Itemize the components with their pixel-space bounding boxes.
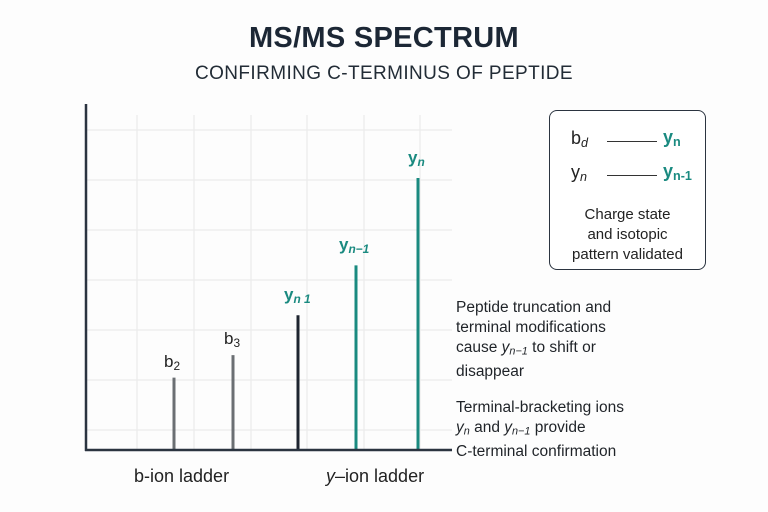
legend-row-1: bd yn xyxy=(550,127,705,154)
peak-label: yn 1 xyxy=(284,285,311,307)
legend-box: bd yn yn yn-1 Charge state and isotopic … xyxy=(549,110,706,270)
x-label-y-ion-ladder: y–ion ladder xyxy=(326,466,424,487)
chart-title: MS/MS SPECTRUM xyxy=(248,22,520,54)
legend-connector-line xyxy=(607,175,657,176)
peak-label: b3 xyxy=(224,329,241,351)
peak-label: b2 xyxy=(164,351,181,373)
peak-label: yn xyxy=(408,148,425,169)
annotation-truncation: Peptide truncation and terminal modifica… xyxy=(456,299,612,380)
y-ladder-prefix: y xyxy=(326,466,335,486)
legend-row-1-right: yn xyxy=(663,127,681,150)
legend-row-2: yn yn-1 xyxy=(550,161,705,188)
grid xyxy=(86,115,452,450)
legend-row-2-left: yn xyxy=(571,162,588,185)
x-label-b-ion-ladder: b-ion ladder xyxy=(134,466,230,486)
peak-label: yn−1 xyxy=(339,235,370,257)
legend-connector-line xyxy=(607,141,657,142)
legend-row-1-left: bd xyxy=(571,128,589,151)
legend-note: Charge state and isotopic pattern valida… xyxy=(572,206,683,263)
y-ladder-suffix: –ion ladder xyxy=(335,466,425,486)
peaks xyxy=(172,178,420,450)
annotation-terminal-bracketing: Terminal-bracketing ions yn and yn−1 pro… xyxy=(456,399,624,460)
chart-subtitle: CONFIRMING C-TERMINUS OF PEPTIDE xyxy=(194,63,574,84)
legend-row-2-right: yn-1 xyxy=(663,161,692,184)
